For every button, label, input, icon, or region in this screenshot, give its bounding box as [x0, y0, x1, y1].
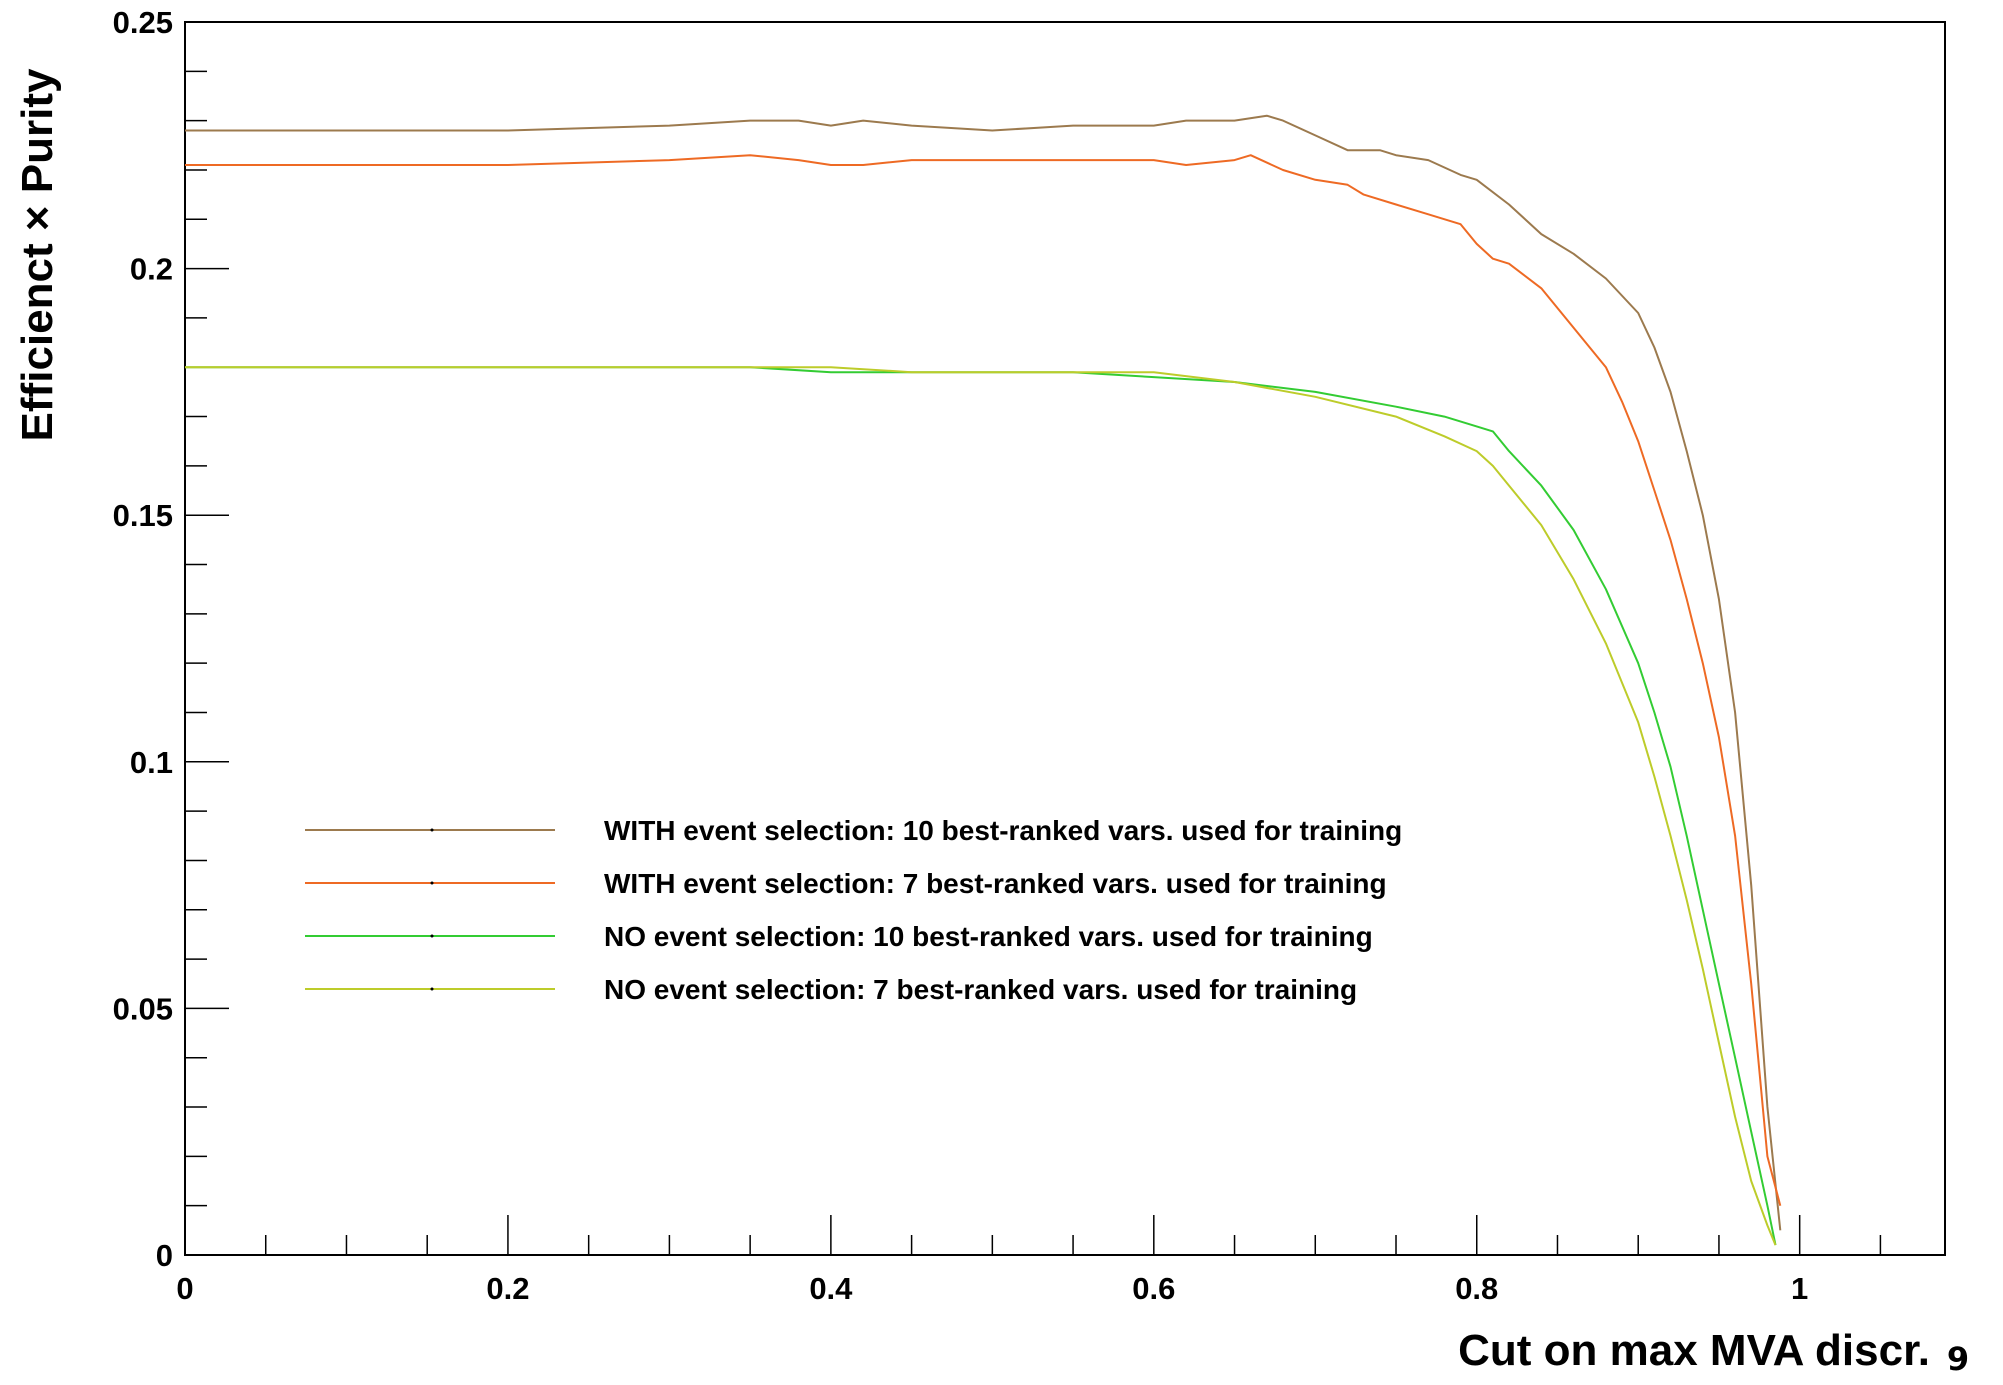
x-axis-title: Cut on max MVA discr.: [1458, 1326, 1930, 1375]
y-axis: 0 0.05 0.1 0.15 0.2 0.25: [113, 5, 229, 1273]
x-tick-label: 0.8: [1455, 1271, 1498, 1306]
series-line-3: [185, 366, 1777, 1246]
legend-label-2: WITH event selection: 7 best-ranked vars…: [604, 868, 1387, 899]
x-tick-label: 0.2: [486, 1271, 529, 1306]
y-tick-label: 0.2: [130, 252, 173, 287]
legend-label-4: NO event selection: 7 best-ranked vars. …: [604, 974, 1357, 1005]
legend: WITH event selection: 10 best-ranked var…: [305, 815, 1402, 1005]
x-tick-label: 0: [176, 1271, 193, 1306]
plot-border: [184, 21, 1946, 1256]
x-tick-label: 1: [1791, 1271, 1808, 1306]
legend-label-3: NO event selection: 10 best-ranked vars.…: [604, 921, 1373, 952]
series-line-4: [185, 366, 1777, 1246]
legend-marker-1: [430, 828, 434, 832]
y-tick-label: 0.15: [113, 498, 173, 533]
plot-frame: [184, 21, 1946, 1256]
x-axis: 0 0.2 0.4 0.6 0.8 1: [176, 1215, 1882, 1306]
series-line-1: [185, 114, 1782, 1231]
legend-marker-2: [430, 881, 434, 885]
y-tick-label: 0: [156, 1238, 173, 1273]
legend-label-1: WITH event selection: 10 best-ranked var…: [604, 815, 1402, 846]
legend-marker-3: [430, 934, 434, 938]
series-line-2: [185, 154, 1782, 1206]
page-number: 9: [1947, 1340, 1969, 1378]
legend-marker-4: [430, 987, 434, 991]
y-tick-label: 0.25: [113, 5, 173, 40]
y-tick-label: 0.05: [113, 991, 173, 1026]
x-tick-label: 0.6: [1132, 1271, 1175, 1306]
series-lines: [185, 114, 1782, 1246]
y-axis-title: Efficienct × Purity: [13, 68, 62, 441]
y-tick-label: 0.1: [130, 745, 173, 780]
x-tick-label: 0.4: [809, 1271, 853, 1306]
